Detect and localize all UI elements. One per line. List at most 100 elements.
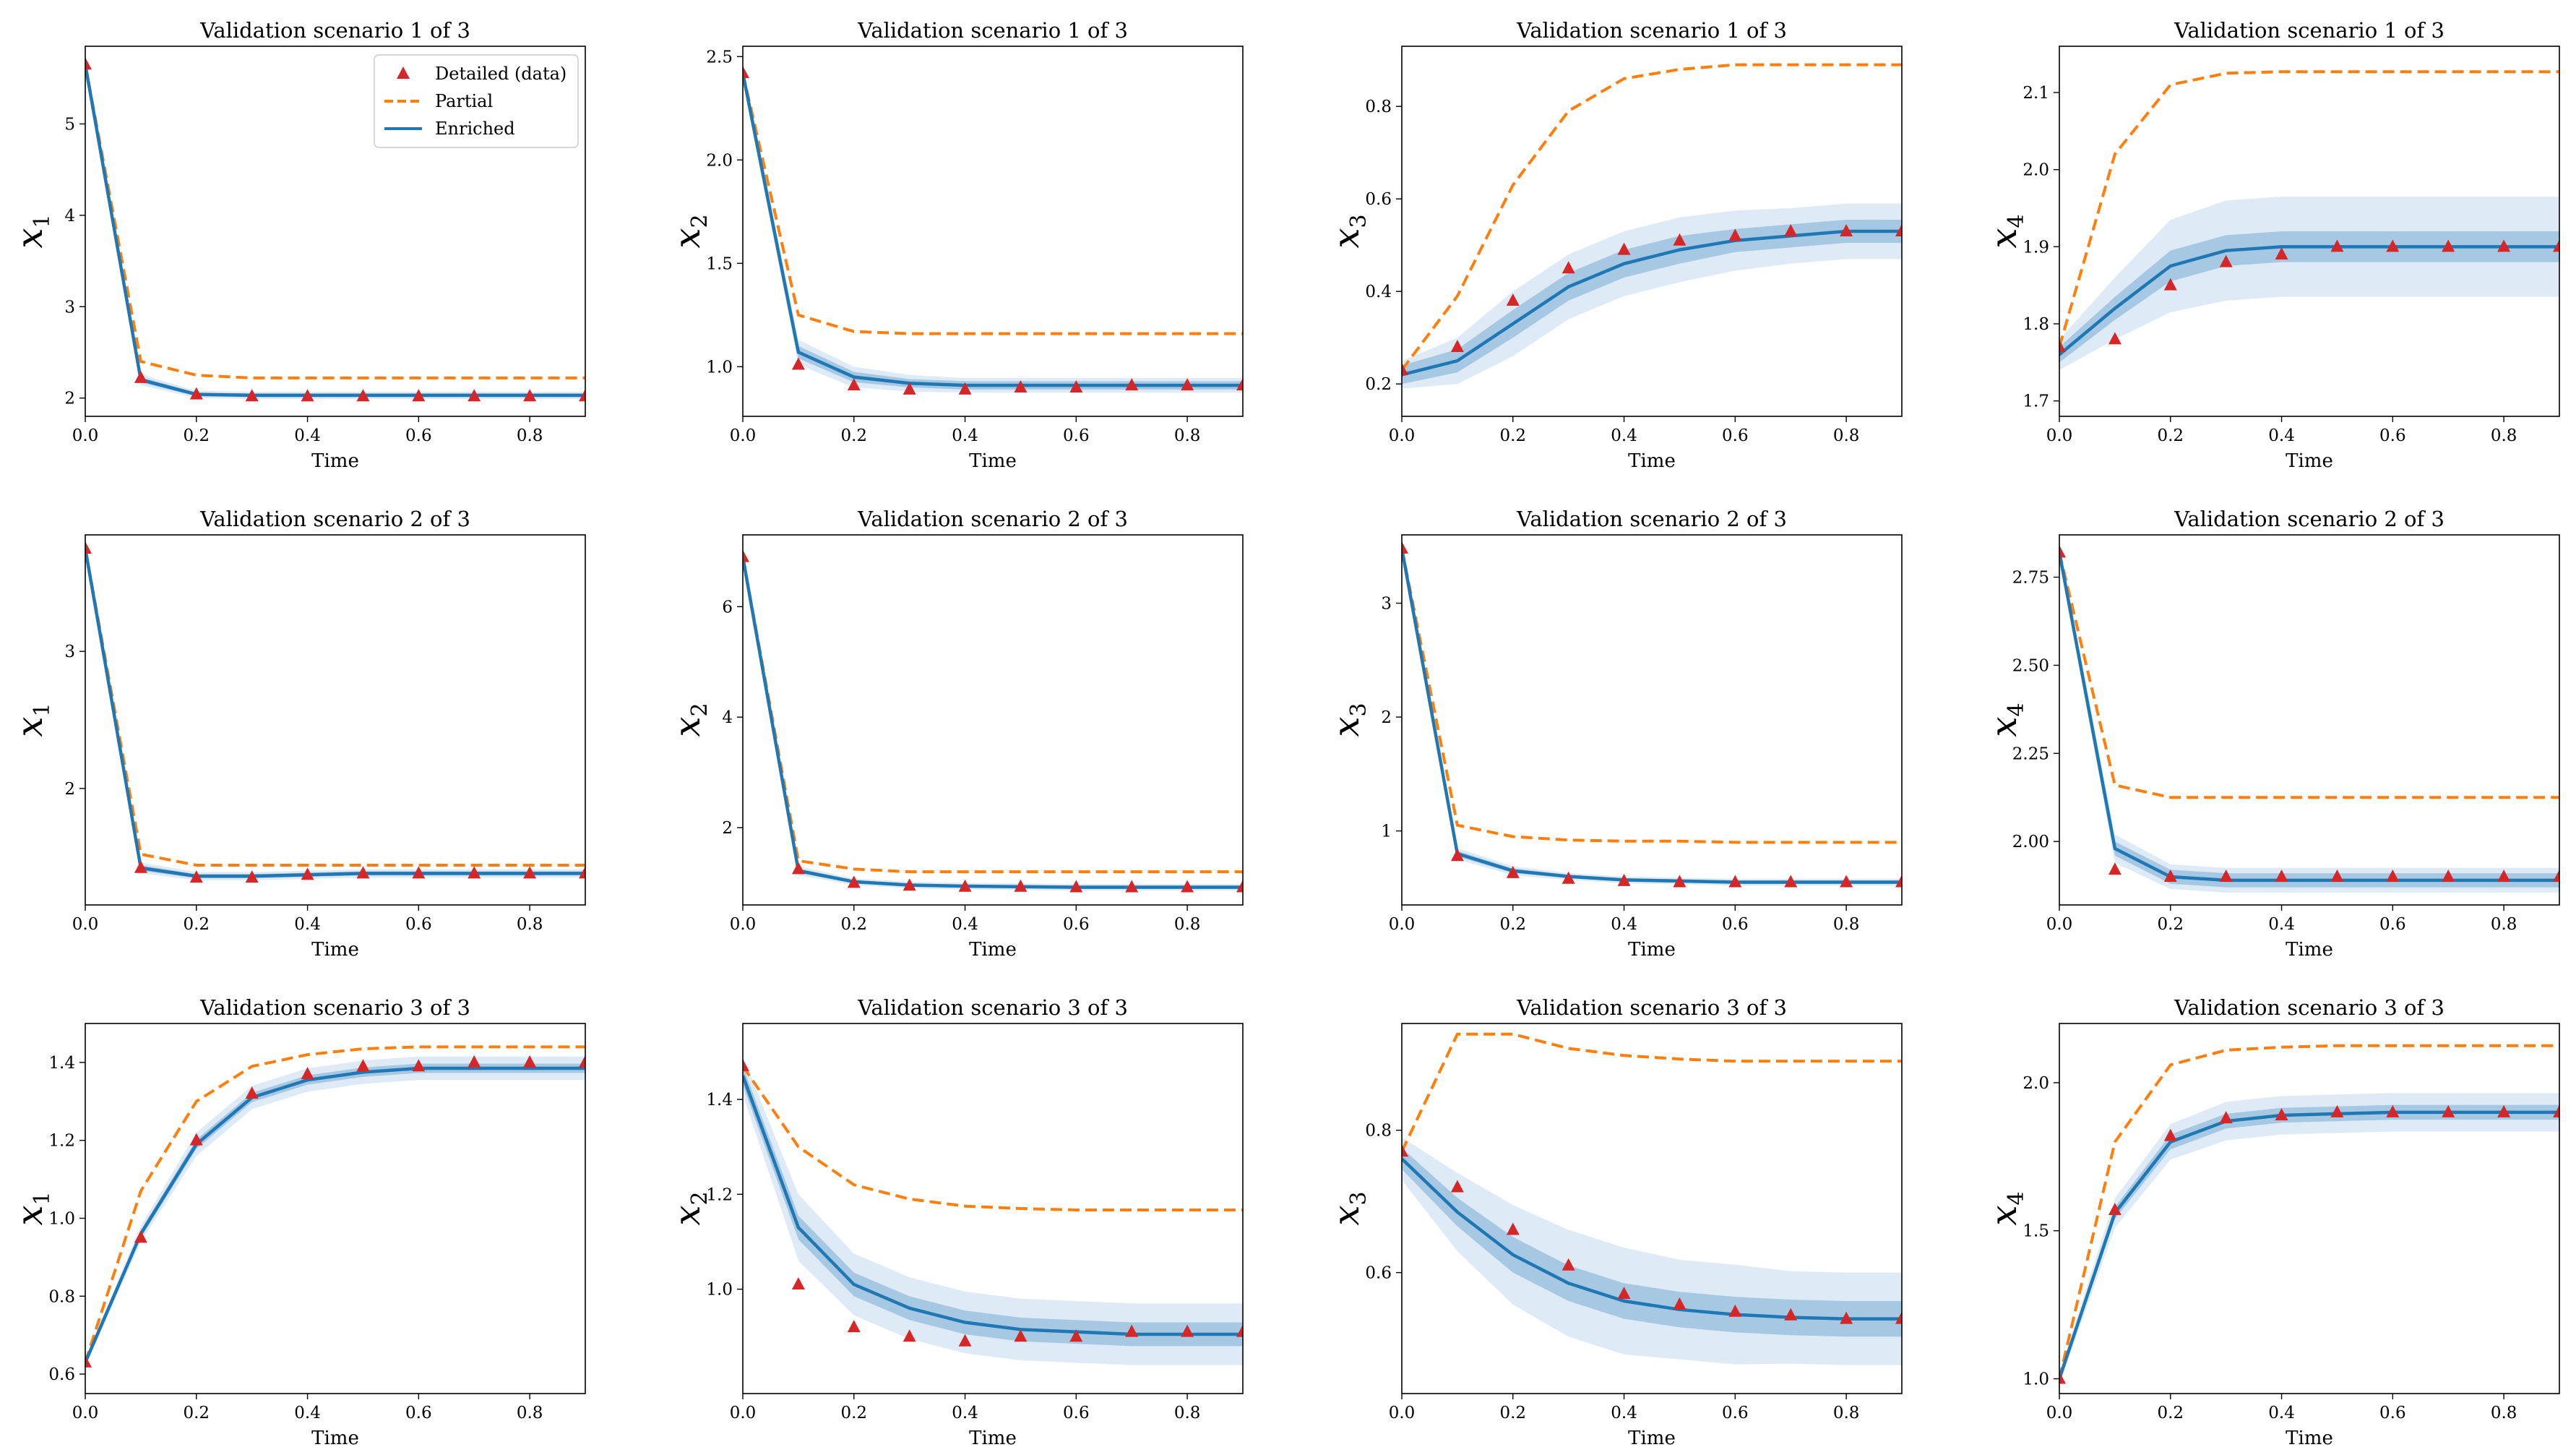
uncertainty-band-inner — [1402, 220, 1902, 385]
data-point — [2330, 1104, 2344, 1117]
data-point — [2108, 862, 2121, 875]
data-point — [2275, 869, 2288, 882]
subplot-title: Validation scenario 3 of 3 — [2174, 995, 2444, 1020]
subplot-title: Validation scenario 3 of 3 — [199, 995, 470, 1020]
subplot-title: Validation scenario 1 of 3 — [1516, 18, 1787, 43]
x-tick-label: 0.2 — [183, 915, 210, 934]
uncertainty-band-inner — [2059, 231, 2559, 363]
data-point — [523, 866, 537, 879]
plot-area — [1402, 63, 1902, 389]
data-point — [245, 389, 259, 402]
x-tick-label: 0.6 — [405, 1404, 432, 1422]
data-point — [1402, 1144, 1408, 1157]
uncertainty-band-inner — [2059, 1104, 2559, 1382]
data-point — [2497, 869, 2511, 882]
x-tick-label: 0.6 — [1063, 915, 1090, 934]
axes-frame — [742, 46, 1244, 417]
x-tick-label: 0.2 — [840, 1404, 867, 1422]
x-tick-label: 0.8 — [1833, 426, 1860, 445]
x-tick-label: 0.2 — [1499, 1404, 1526, 1422]
data-point — [2442, 1104, 2455, 1117]
y-tick-label: 1.9 — [2023, 238, 2049, 257]
data-point — [1840, 224, 1853, 236]
data-point — [468, 1055, 481, 1068]
uncertainty-band-inner — [1402, 1148, 1902, 1337]
data-point — [743, 549, 749, 562]
data-point — [958, 1334, 972, 1347]
plot-area — [1402, 541, 1902, 888]
x-tick-label: 0.6 — [1063, 1404, 1090, 1422]
data-point — [2219, 254, 2233, 267]
data-point — [1617, 242, 1631, 255]
y-tick-label: 1.0 — [2023, 1370, 2049, 1389]
x-axis-label: Time — [2286, 450, 2333, 472]
y-tick-label: 2.75 — [2012, 569, 2049, 588]
y-tick-label: 2 — [722, 819, 733, 838]
uncertainty-band-outer — [743, 553, 1243, 891]
series-enriched-line — [743, 1075, 1243, 1336]
x-tick-label: 0.4 — [1611, 426, 1637, 445]
x-tick-label: 0.0 — [72, 1404, 99, 1422]
x-axis-label: Time — [969, 1428, 1017, 1449]
x-tick-label: 0.4 — [2268, 426, 2295, 445]
x-tick-label: 0.2 — [1499, 915, 1526, 934]
subplot-1-1: 0.0 0.2 0.4 0.6 0.8 2 3 4 5 Validation scenario 1… — [9, 18, 586, 472]
legend-label: Partial — [435, 91, 493, 111]
data-point — [791, 357, 805, 370]
x-tick-label: 0.8 — [1174, 915, 1201, 934]
y-tick-label: 1.5 — [2023, 1222, 2049, 1241]
series-enriched-line — [85, 548, 585, 878]
series-partial-line — [2059, 70, 2559, 348]
series-partial-line — [1402, 1032, 1902, 1153]
data-point — [903, 382, 916, 395]
axes-frame — [1401, 46, 1903, 417]
uncertainty-band-outer — [743, 64, 1243, 393]
plot-area — [2059, 70, 2559, 370]
data-point — [2386, 869, 2400, 882]
y-tick-label: 1.2 — [48, 1132, 75, 1151]
y-axis-label: x4 — [1983, 214, 2029, 248]
y-tick-label: 2.5 — [706, 48, 733, 66]
x-tick-label: 0.2 — [840, 426, 867, 445]
data-point — [2553, 1104, 2559, 1117]
series-partial-line — [1402, 548, 1902, 844]
data-point — [2386, 1104, 2400, 1117]
axes-frame — [85, 534, 586, 906]
data-point — [189, 1133, 203, 1146]
y-tick-label: 2.0 — [2023, 1074, 2049, 1093]
data-point — [2275, 1107, 2288, 1120]
y-axis-label: x1 — [9, 1191, 55, 1225]
y-tick-label: 4 — [64, 207, 75, 226]
data-point — [1728, 1304, 1742, 1317]
series-enriched-line — [1402, 229, 1902, 377]
subplot-3-1: 0.0 0.2 0.4 0.6 0.8 0.6 0.8 1.0 1.2 1.4 Validation… — [9, 995, 586, 1449]
x-tick-label: 0.0 — [1389, 1404, 1416, 1422]
x-tick-label: 0.6 — [1722, 426, 1749, 445]
data-point — [468, 866, 481, 879]
data-point — [1840, 1311, 1853, 1324]
plot-area — [85, 1045, 585, 1368]
data-point — [189, 870, 203, 883]
data-point — [743, 66, 749, 79]
axes-frame — [85, 1023, 586, 1394]
series-partial-line — [1402, 63, 1902, 372]
data-point — [1014, 1329, 1028, 1342]
series-partial-line — [85, 64, 585, 379]
series-partial-line — [2059, 551, 2559, 799]
series-enriched-line — [2059, 1110, 2559, 1380]
data-point — [1236, 1324, 1243, 1337]
data-point — [1181, 880, 1194, 893]
legend-label: Detailed (data) — [435, 64, 567, 84]
y-axis-label: x2 — [666, 1191, 712, 1225]
y-tick-label: 1.5 — [706, 254, 733, 273]
axes-frame — [2059, 1023, 2560, 1394]
data-point — [903, 878, 916, 891]
data-point — [301, 1067, 314, 1080]
subplot-3-2: 0.0 0.2 0.4 0.6 0.8 1.0 1.2 1.4 Validation scena… — [666, 995, 1244, 1449]
y-tick-label: 1.8 — [2023, 315, 2049, 334]
plot-area — [2059, 545, 2559, 893]
series-partial-line — [743, 72, 1243, 335]
data-point — [1895, 1311, 1902, 1324]
legend: Detailed (data) Partial Enriched — [374, 54, 579, 148]
data-point — [2275, 247, 2288, 259]
